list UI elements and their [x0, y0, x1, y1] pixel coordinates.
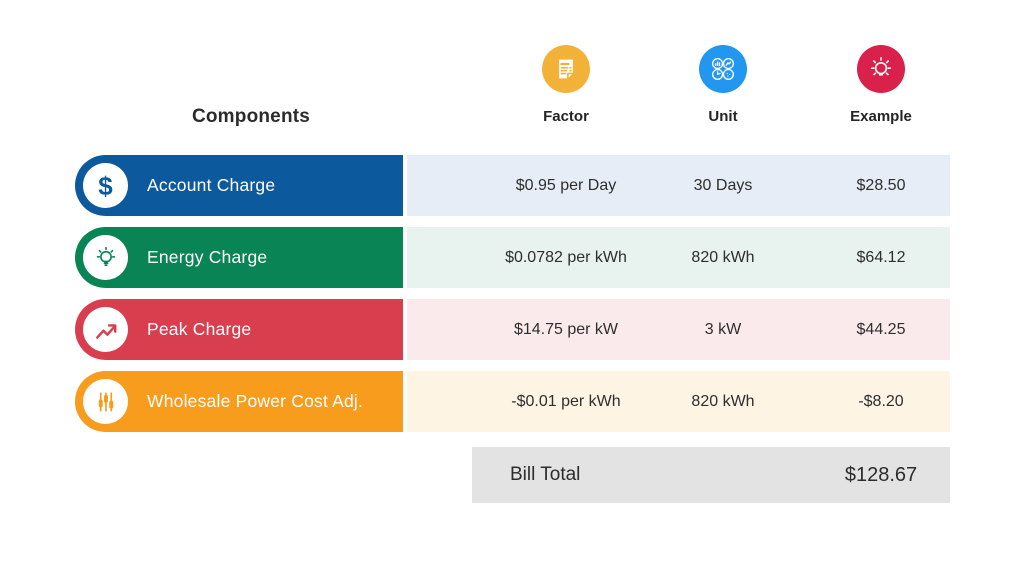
component-name: Wholesale Power Cost Adj. [147, 391, 364, 411]
unit-value: 3 kW [704, 320, 742, 338]
table-row-peak-charge: Peak Charge $14.75 per kW 3 kW $44.25 [0, 299, 1024, 360]
component-pill: Peak Charge [75, 299, 403, 360]
factor-column-header: Factor [543, 108, 589, 125]
row-values-band: $0.95 per Day 30 Days $28.50 [407, 155, 950, 216]
unit-value: 30 Days [693, 176, 753, 194]
components-column-header: Components [191, 106, 311, 127]
lightbulb-icon [857, 45, 905, 93]
bulb-icon [83, 235, 128, 280]
unit-value: 820 kWh [691, 248, 755, 266]
bill-total-row: Bill Total $128.67 [472, 447, 950, 503]
row-values-band: $14.75 per kW 3 kW $44.25 [407, 299, 950, 360]
factor-value: $0.95 per Day [515, 176, 617, 194]
bill-total-value: $128.67 [844, 463, 918, 486]
table-row-account-charge: $ Account Charge $0.95 per Day 30 Days $… [0, 155, 1024, 216]
component-name: Peak Charge [147, 319, 252, 339]
charts-network-icon [699, 45, 747, 93]
table-row-energy-charge: Energy Charge $0.0782 per kWh 820 kWh $6… [0, 227, 1024, 288]
component-pill: $ Account Charge [75, 155, 403, 216]
table-row-wholesale-power-cost-adj: Wholesale Power Cost Adj. -$0.01 per kWh… [0, 371, 1024, 432]
dollar-icon: $ [83, 163, 128, 208]
row-values-band: -$0.01 per kWh 820 kWh -$8.20 [407, 371, 950, 432]
component-name: Account Charge [147, 175, 276, 195]
example-value: -$8.20 [858, 392, 904, 410]
example-column-header: Example [850, 108, 912, 125]
example-value: $64.12 [856, 248, 906, 266]
example-value: $44.25 [856, 320, 906, 338]
sliders-icon [83, 379, 128, 424]
trend-arrow-icon [83, 307, 128, 352]
row-values-band: $0.0782 per kWh 820 kWh $64.12 [407, 227, 950, 288]
component-name: Energy Charge [147, 247, 268, 267]
example-value: $28.50 [856, 176, 906, 194]
component-pill: Energy Charge [75, 227, 403, 288]
factor-value: $14.75 per kW [513, 320, 619, 338]
bill-total-label: Bill Total [510, 464, 581, 485]
component-pill: Wholesale Power Cost Adj. [75, 371, 403, 432]
factor-value: $0.0782 per kWh [505, 248, 627, 266]
document-icon [542, 45, 590, 93]
factor-value: -$0.01 per kWh [511, 392, 621, 410]
unit-value: 820 kWh [691, 392, 755, 410]
unit-column-header: Unit [708, 108, 738, 125]
